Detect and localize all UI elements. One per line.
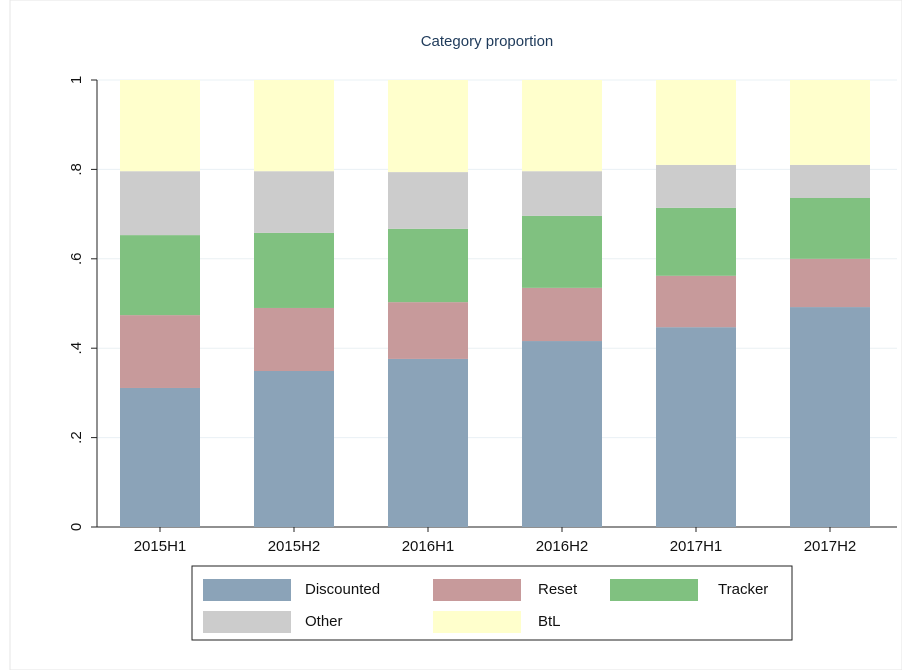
- bar-segment: [522, 171, 602, 216]
- bar-segment: [388, 358, 468, 527]
- bar-segment: [656, 327, 736, 527]
- bar-segment: [120, 235, 200, 316]
- bar-segment: [522, 287, 602, 342]
- bar-segment: [790, 80, 870, 165]
- bar-segment: [254, 232, 334, 308]
- y-tick-label: 0: [68, 523, 85, 531]
- bar-segment: [388, 80, 468, 173]
- legend-swatch: [203, 579, 291, 601]
- bar-segment: [656, 275, 736, 328]
- bar-segment: [120, 80, 200, 172]
- bar-segment: [790, 258, 870, 308]
- x-tick-label: 2015H2: [268, 538, 321, 555]
- legend-label: Discounted: [305, 581, 380, 598]
- bar-segment: [522, 80, 602, 172]
- legend-label: Other: [305, 613, 343, 630]
- bar-segment: [120, 171, 200, 236]
- legend-swatch: [203, 611, 291, 633]
- legend-label: Tracker: [718, 581, 768, 598]
- x-tick-label: 2016H1: [402, 538, 455, 555]
- bar-segment: [388, 228, 468, 303]
- x-tick-label: 2017H2: [804, 538, 857, 555]
- y-tick-label: .6: [68, 253, 85, 266]
- chart-title: Category proportion: [421, 33, 554, 50]
- x-tick-label: 2017H1: [670, 538, 723, 555]
- bar-segment: [656, 80, 736, 165]
- y-tick-label: .4: [68, 342, 85, 355]
- legend-label: BtL: [538, 613, 561, 630]
- legend-swatch: [433, 579, 521, 601]
- legend-swatch: [610, 579, 698, 601]
- bar-segment: [388, 172, 468, 229]
- bar-segment: [656, 164, 736, 208]
- y-tick-label: .2: [68, 431, 85, 444]
- bar-segment: [790, 198, 870, 259]
- x-tick-label: 2015H1: [134, 538, 187, 555]
- bar-segment: [254, 307, 334, 371]
- y-tick-label: 1: [68, 76, 85, 84]
- x-tick-label: 2016H2: [536, 538, 589, 555]
- bar-segment: [254, 171, 334, 233]
- bar-segment: [254, 80, 334, 172]
- bar-segment: [254, 370, 334, 527]
- legend-swatch: [433, 611, 521, 633]
- bar-segment: [790, 164, 870, 199]
- bar-segment: [790, 307, 870, 527]
- y-tick-label: .8: [68, 163, 85, 176]
- bar-segment: [522, 215, 602, 288]
- bar-segment: [388, 302, 468, 359]
- bar-segment: [656, 207, 736, 276]
- legend-label: Reset: [538, 581, 578, 598]
- bar-segment: [120, 387, 200, 527]
- bar-segment: [120, 315, 200, 388]
- bar-segment: [522, 341, 602, 527]
